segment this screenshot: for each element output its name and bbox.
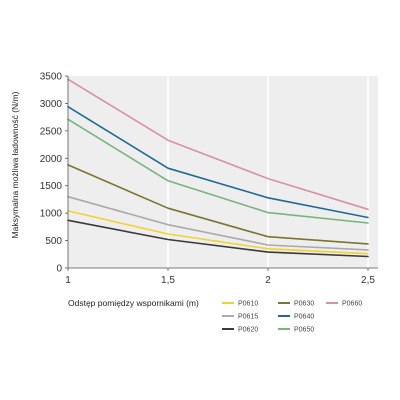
series-line-p0660 xyxy=(67,78,369,211)
legend-item-p0650: P0650 xyxy=(278,327,314,334)
series-line-p0615 xyxy=(67,195,369,251)
legend-item-p0620: P0620 xyxy=(222,327,258,334)
series-line-p0620 xyxy=(67,219,369,258)
x-tick-label: 2 xyxy=(265,275,271,286)
y-tick-label: 0 xyxy=(56,264,62,275)
axes: Maksymalna możliwa ładowność (N/m) Odstę… xyxy=(10,72,378,308)
y-tick-label: 3000 xyxy=(40,99,63,110)
legend-item-p0660: P0660 xyxy=(326,301,362,308)
legend-item-p0640: P0640 xyxy=(278,314,314,321)
legend-label: P0620 xyxy=(238,327,258,334)
y-tick-label: 1500 xyxy=(40,181,63,192)
legend-label: P0630 xyxy=(294,301,314,308)
legend-item-p0610: P0610 xyxy=(222,301,258,308)
y-axis-label: Maksymalna możliwa ładowność (N/m) xyxy=(10,91,20,238)
y-tick-label: 2500 xyxy=(40,126,63,137)
series-line-p0640 xyxy=(67,105,369,219)
y-tick-label: 3500 xyxy=(40,72,63,83)
y-tick-label: 2000 xyxy=(40,154,63,165)
legend-label: P0615 xyxy=(238,314,258,321)
legend-label: P0650 xyxy=(294,327,314,334)
series-line-p0610 xyxy=(67,210,369,255)
gridlines xyxy=(68,76,378,268)
x-tick-label: 1,5 xyxy=(161,275,175,286)
legend-label: P0660 xyxy=(342,301,362,308)
series-lines xyxy=(67,78,369,258)
series-line-p0630 xyxy=(67,164,369,245)
y-tick-label: 500 xyxy=(45,236,62,247)
legend: P0610 P0615 P0620 P0630 P0640 P0650 P0660 xyxy=(222,301,362,334)
legend-label: P0610 xyxy=(238,301,258,308)
y-tick-label: 1000 xyxy=(40,209,63,220)
series-line-p0650 xyxy=(67,118,369,224)
legend-label: P0640 xyxy=(294,314,314,321)
plot-background xyxy=(68,76,378,268)
legend-item-p0630: P0630 xyxy=(278,301,314,308)
legend-item-p0615: P0615 xyxy=(222,314,258,321)
x-tick-label: 1 xyxy=(65,275,71,286)
x-axis-label: Odstęp pomiędzy wspornikami (m) xyxy=(68,298,199,308)
x-tick-label: 2,5 xyxy=(361,275,375,286)
